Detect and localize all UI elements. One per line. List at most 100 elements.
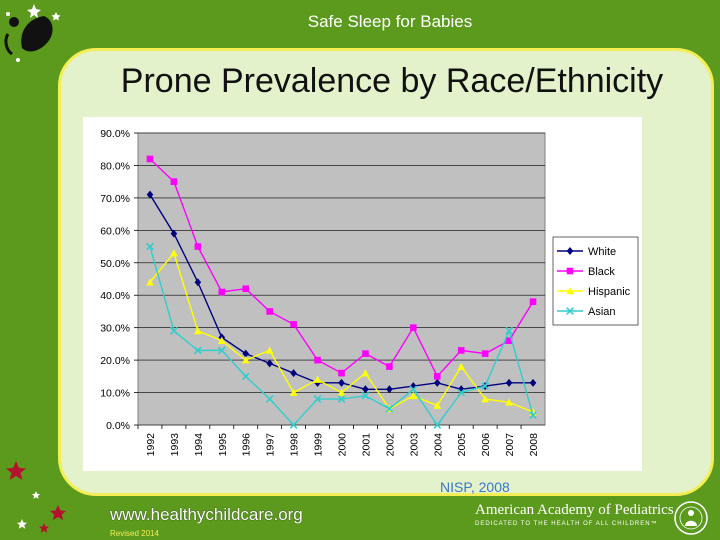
data-point (433, 378, 441, 387)
data-point (170, 327, 178, 335)
header-title: Safe Sleep for Babies (307, 12, 473, 31)
line-chart: 0.0% 10.0% 20.0% 30.0% 40.0% 50.0% 60.0% 70.0% 8… (83, 117, 642, 471)
x-tick-label: 2007 (504, 433, 516, 457)
x-tick-label: 1995 (217, 433, 229, 457)
data-point (290, 369, 297, 378)
data-point (218, 288, 226, 296)
x-tick-label: 1997 (265, 433, 277, 457)
data-point (338, 369, 345, 377)
data-point (361, 369, 370, 377)
data-point (529, 298, 537, 306)
data-point (289, 388, 298, 396)
data-point (433, 421, 442, 429)
data-point (457, 362, 466, 370)
data-point (266, 308, 273, 315)
data-point (566, 307, 574, 315)
data-point (146, 278, 154, 286)
data-point (290, 321, 297, 328)
data-point (265, 395, 274, 403)
data-point (194, 326, 202, 335)
data-point (362, 385, 369, 394)
aap-logo: American Academy of Pediatrics DEDICATED… (470, 500, 720, 540)
x-tick-label: 2006 (480, 433, 492, 457)
y-tick-label: 90.0% (100, 128, 130, 140)
data-point (481, 350, 489, 357)
baby-logo-icon (4, 4, 61, 62)
x-tick-label: 1993 (169, 433, 181, 457)
legend: White Black Hispanic Asian (552, 236, 639, 326)
legend-label: Asian (588, 306, 616, 318)
slide-title: Prone Prevalence by Race/Ethnicity (120, 62, 664, 100)
y-tick-label: 50.0% (100, 258, 130, 270)
data-point (314, 356, 321, 364)
data-point (566, 267, 574, 275)
data-point (194, 243, 202, 250)
series-white (146, 190, 537, 394)
data-point (337, 395, 346, 403)
data-point (505, 378, 513, 387)
data-point (409, 385, 418, 394)
y-tick-label: 20.0% (100, 355, 130, 367)
x-tick-label: 2001 (360, 433, 372, 457)
data-point (313, 395, 322, 403)
y-tick-label: 10.0% (100, 388, 130, 400)
data-point (146, 242, 154, 251)
data-point (338, 378, 345, 387)
x-tick-label: 2005 (456, 433, 468, 457)
data-point (217, 346, 226, 355)
data-point (566, 287, 574, 295)
data-point (433, 373, 441, 380)
data-point (433, 401, 442, 409)
aap-seal-icon (674, 501, 708, 535)
data-point (265, 346, 274, 354)
data-point (313, 375, 322, 383)
data-point (241, 356, 250, 364)
data-point (362, 350, 369, 357)
series-black (146, 155, 537, 380)
stars-decor-icon (6, 461, 66, 533)
data-point (170, 178, 178, 185)
y-tick-label: 30.0% (100, 323, 130, 335)
data-point (146, 155, 154, 163)
source-note: NISP, 2008 (440, 479, 510, 495)
data-point (386, 363, 393, 370)
data-point (337, 388, 346, 396)
chart-canvas: 0.0% 10.0% 20.0% 30.0% 40.0% 50.0% 60.0% 70.0% 8… (100, 128, 639, 457)
data-point (194, 278, 202, 287)
data-point (481, 395, 489, 403)
data-point (481, 382, 490, 390)
website-link[interactable]: www.healthychildcare.org (110, 505, 303, 524)
data-point (457, 388, 466, 397)
data-point (505, 327, 513, 335)
data-point (505, 337, 513, 344)
x-tick-label: 2003 (408, 433, 420, 457)
y-tick-label: 0.0% (106, 420, 130, 432)
revised-note: Revised 2014 (110, 529, 159, 538)
data-point (385, 404, 394, 413)
series-asian (146, 242, 537, 429)
legend-label: Hispanic (588, 286, 631, 298)
y-tick-label: 40.0% (100, 290, 130, 302)
x-tick-label: 2008 (528, 433, 540, 457)
data-point (241, 372, 250, 381)
org-name: American Academy of Pediatrics (475, 502, 674, 518)
data-point (289, 421, 298, 429)
y-tick-label: 80.0% (100, 160, 130, 172)
data-point (242, 349, 250, 358)
data-point (193, 346, 202, 355)
data-point (361, 391, 370, 400)
data-point (529, 411, 537, 420)
y-tick-label: 60.0% (100, 225, 130, 237)
x-tick-label: 1994 (193, 433, 205, 457)
data-point (242, 285, 250, 293)
x-tick-label: 2002 (384, 433, 396, 457)
org-tagline: DEDICATED TO THE HEALTH OF ALL CHILDREN™ (475, 521, 658, 527)
data-point (266, 359, 273, 368)
x-tick-label: 1996 (241, 433, 253, 457)
x-tick-label: 1992 (145, 433, 157, 457)
data-point (146, 190, 154, 199)
data-point (170, 249, 178, 257)
data-point (409, 391, 418, 400)
data-point (529, 378, 537, 387)
data-point (386, 385, 393, 394)
